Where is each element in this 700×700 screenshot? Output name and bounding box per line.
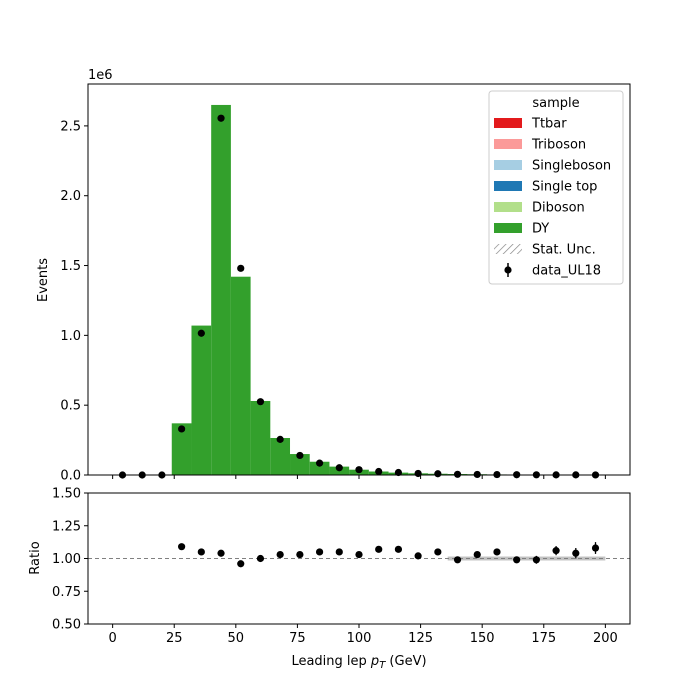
ratio-point xyxy=(513,556,521,564)
ratio-panel: 0.50 0.75 1.00 1.25 1.50 0 25 50 75 100 125 150 175… xyxy=(28,487,631,671)
ratio-point xyxy=(375,545,383,553)
bar-dy xyxy=(171,423,192,475)
ratio-point xyxy=(276,550,284,559)
ratio-y-axis-label: Ratio xyxy=(28,541,43,574)
ratio-point xyxy=(355,550,363,559)
ratio-point xyxy=(315,548,324,556)
ratio-point xyxy=(296,550,304,559)
bar-dy xyxy=(250,400,271,475)
y-tick-label: 2.5 xyxy=(60,119,81,134)
legend-label-dy: DY xyxy=(532,222,549,237)
ratio-point xyxy=(453,556,462,564)
legend-label-diboson: Diboson xyxy=(532,201,585,216)
data-point xyxy=(375,467,383,476)
main-panel: 0.0 0.5 1.0 1.5 2.0 2.5 1e6 Events sample Ttba… xyxy=(36,68,631,484)
legend-swatch-single-top xyxy=(494,181,522,191)
legend-label-stat-unc-: Stat. Unc. xyxy=(532,243,596,258)
bar-dy xyxy=(309,461,330,475)
x-tick-label: 175 xyxy=(531,631,556,646)
ratio-y-axis: 0.50 0.75 1.00 1.25 1.50 xyxy=(52,487,88,633)
x-tick-label: 150 xyxy=(470,631,495,646)
data-point xyxy=(453,470,462,478)
legend-swatch-ttbar xyxy=(494,118,522,128)
x-tick-label: 0 xyxy=(108,631,116,646)
data-point xyxy=(473,470,481,479)
bar-dy xyxy=(230,276,251,475)
bar-dy xyxy=(270,437,291,475)
ratio-y-tick-label: 0.50 xyxy=(52,618,81,633)
stat-unc-rect xyxy=(447,556,606,561)
legend-marker xyxy=(504,266,512,274)
y-tick-label: 2.0 xyxy=(60,189,81,204)
data-point xyxy=(237,264,245,272)
legend-label-ttbar: Ttbar xyxy=(531,117,567,132)
ratio-points xyxy=(178,542,600,568)
legend-label-single-top: Single top xyxy=(532,180,597,195)
data-point xyxy=(296,451,304,460)
ratio-point xyxy=(197,548,205,556)
x-tick-label: 125 xyxy=(408,631,433,646)
legend-title: sample xyxy=(532,96,579,111)
x-tick-label: 100 xyxy=(347,631,372,646)
data-points xyxy=(118,114,600,479)
ratio-point xyxy=(178,543,186,551)
ratio-point xyxy=(532,556,540,564)
ratio-y-tick-label: 1.50 xyxy=(52,487,81,502)
legend-swatch-dy xyxy=(494,223,522,233)
bar-dy xyxy=(211,104,231,476)
ratio-point xyxy=(237,560,245,568)
ratio-y-tick-label: 1.00 xyxy=(52,552,81,567)
bar-dy xyxy=(290,454,310,475)
y-tick-label: 1.0 xyxy=(60,329,81,344)
ratio-point xyxy=(335,548,343,556)
data-point xyxy=(197,329,205,337)
data-point xyxy=(276,435,284,443)
ratio-point xyxy=(552,547,560,555)
legend-swatch-triboson xyxy=(494,139,522,149)
y-tick-label: 0.5 xyxy=(60,399,81,414)
ratio-point xyxy=(394,545,403,553)
data-point xyxy=(256,398,265,406)
x-tick-label: 25 xyxy=(166,631,183,646)
legend-box xyxy=(488,90,624,285)
legend-swatch-diboson xyxy=(494,202,522,212)
data-point xyxy=(315,459,324,467)
x-tick-label: 75 xyxy=(289,631,306,646)
ratio-x-axis: 0 25 50 75 100 125 150 175 200 xyxy=(108,624,618,646)
ratio-point xyxy=(414,552,422,560)
data-point xyxy=(335,464,343,472)
main-y-axis-label: Events xyxy=(36,258,51,302)
y-offset-label: 1e6 xyxy=(88,68,113,83)
legend-swatch-stat-unc- xyxy=(494,244,522,254)
stat-unc-band xyxy=(447,556,606,561)
x-tick-label: 50 xyxy=(228,631,245,646)
legend-label-data-ul18: data_UL18 xyxy=(532,264,601,279)
ratio-point xyxy=(473,550,481,559)
bar-dy xyxy=(191,325,212,475)
legend-label-triboson: Triboson xyxy=(531,138,586,153)
x-tick-label: 200 xyxy=(593,631,618,646)
data-point xyxy=(394,468,403,477)
ratio-point xyxy=(256,554,265,563)
x-axis-label: Leading lep pT (GeV) xyxy=(291,654,426,671)
ratio-point xyxy=(572,549,580,557)
data-point xyxy=(434,470,442,478)
legend: sample Ttbar Triboson Singleboson Single top… xyxy=(488,90,624,285)
main-x-ticks xyxy=(112,475,606,479)
data-point xyxy=(178,425,186,433)
data-point xyxy=(355,466,363,474)
y-tick-label: 0.0 xyxy=(60,469,81,484)
ratio-point xyxy=(493,548,501,556)
ratio-point xyxy=(434,548,442,556)
legend-swatch-singleboson xyxy=(494,160,522,170)
ratio-y-tick-label: 0.75 xyxy=(52,585,81,600)
ratio-point xyxy=(591,544,600,552)
y-tick-label: 1.5 xyxy=(60,259,81,274)
ratio-y-tick-label: 1.25 xyxy=(52,519,81,534)
data-point xyxy=(217,114,225,122)
main-y-axis: 0.0 0.5 1.0 1.5 2.0 2.5 xyxy=(60,119,88,484)
legend-label-singleboson: Singleboson xyxy=(532,159,611,174)
ratio-point xyxy=(217,549,225,557)
